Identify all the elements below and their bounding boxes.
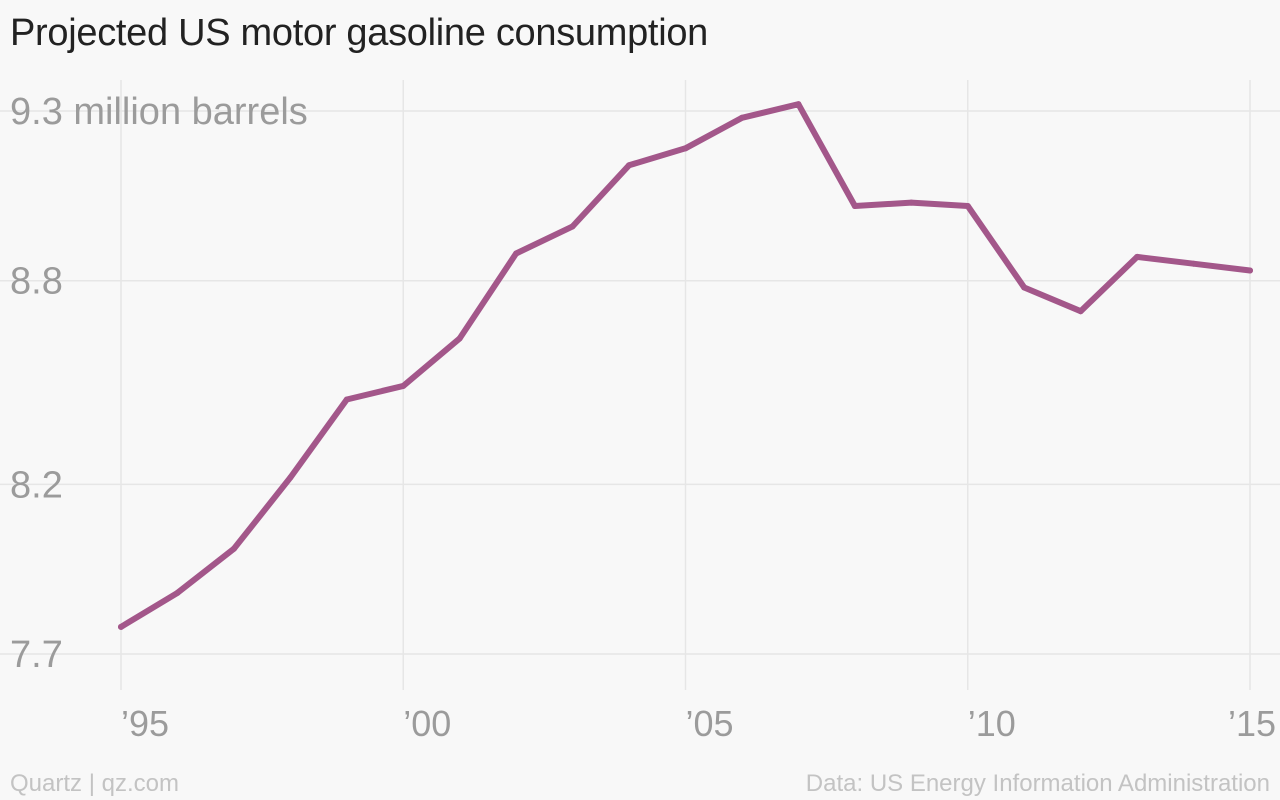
y-tick-label: 8.8 [10, 261, 63, 303]
data-point [795, 101, 802, 108]
x-tick-label: ’15 [1228, 703, 1276, 744]
data-point [1247, 267, 1253, 274]
data-point [908, 199, 915, 206]
data-point [1190, 260, 1197, 267]
data-point [1134, 253, 1141, 260]
data-point [738, 114, 745, 121]
x-tick-label: ’10 [968, 703, 1016, 744]
footer-source: Data: US Energy Information Administrati… [805, 770, 1270, 797]
chart-title: Projected US motor gasoline consumption [10, 12, 708, 54]
data-point [569, 223, 576, 230]
y-tick-label: 8.2 [10, 464, 63, 506]
data-point [964, 203, 971, 210]
x-tick-label: ’05 [686, 703, 734, 744]
y-tick-label: 9.3 million barrels [10, 91, 308, 133]
data-point [456, 335, 463, 342]
data-point [513, 250, 520, 257]
data-point [343, 396, 350, 403]
x-tick-label: ’00 [403, 703, 451, 744]
data-point [682, 145, 689, 152]
footer-brand: Quartz | qz.com [10, 770, 179, 797]
x-tick-label: ’95 [121, 703, 169, 744]
data-point [118, 623, 124, 630]
data-point [400, 382, 407, 389]
series-layer [118, 101, 1253, 630]
data-point [230, 545, 237, 552]
data-point [1021, 284, 1028, 291]
y-tick-label: 7.7 [10, 634, 63, 676]
data-point [1077, 308, 1084, 315]
grid-layer [0, 80, 1280, 690]
data-point [174, 589, 181, 596]
data-point [851, 203, 858, 210]
tick-label-layer: 9.3 million barrels 8.8 8.2 7.7 ’95 ’00 ’05 ’10… [10, 91, 1276, 744]
data-point [626, 162, 633, 169]
data-point [287, 474, 294, 481]
